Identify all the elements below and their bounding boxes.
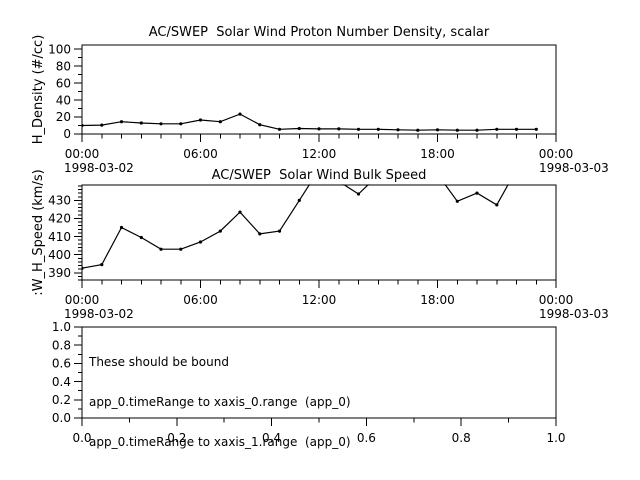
y-tick-label: 100 (48, 42, 71, 56)
binding-annotation: These should be bound app_0.timeRange to… (89, 330, 351, 475)
plot-2-data-line (82, 184, 509, 269)
data-point (455, 199, 459, 203)
x-tick-label: 00:00 (539, 293, 574, 307)
y-tick-label: 0 (63, 127, 71, 141)
data-point (534, 127, 538, 131)
x-tick-label: 00:00 (65, 147, 100, 161)
y-tick-label: 410 (48, 230, 71, 244)
data-point (100, 123, 104, 127)
data-point (416, 128, 420, 132)
data-point (337, 127, 341, 131)
data-point (179, 247, 183, 251)
data-point (356, 127, 361, 131)
data-point (376, 127, 380, 131)
data-point (475, 128, 479, 132)
data-point (258, 232, 262, 236)
data-point (198, 118, 203, 122)
plot-1-area[interactable] (82, 45, 556, 134)
data-point (258, 123, 262, 127)
annotation-line-3: app_0.timeRange to xaxis_1.range (app_0) (89, 434, 351, 449)
x-tick-label: 06:00 (183, 293, 218, 307)
data-point (100, 263, 104, 267)
annotation-line-2: app_0.timeRange to xaxis_0.range (app_0) (89, 395, 351, 410)
x-tick-label: 00:00 (65, 293, 100, 307)
plot-3-area[interactable] (82, 327, 556, 418)
plot-1-title: AC/SWEP Solar Wind Proton Number Density… (148, 25, 490, 40)
plot-2-ylabel: :W_H_Speed (km/s) (31, 169, 46, 295)
y-tick-label: 420 (48, 212, 71, 226)
data-point (82, 266, 84, 270)
x-tick-label: 12:00 (302, 147, 337, 161)
data-point (396, 163, 399, 166)
data-point (159, 247, 163, 251)
plot-1-start-date: 1998-03-02 (64, 161, 134, 175)
data-point (119, 225, 124, 230)
data-point (277, 127, 282, 131)
data-point (297, 198, 301, 202)
x-tick-label: 12:00 (302, 293, 337, 307)
data-point (297, 126, 301, 131)
x-tick-label: 0.2 (167, 431, 186, 445)
data-point (139, 235, 143, 240)
y-tick-label: 40 (56, 93, 71, 107)
plot-2-end-date: 1998-03-03 (539, 307, 609, 321)
data-point (119, 120, 124, 124)
data-point (435, 128, 440, 132)
x-tick-label: 18:00 (420, 147, 455, 161)
data-point (396, 128, 400, 132)
plot-2-title: AC/SWEP Solar Wind Bulk Speed (211, 168, 427, 183)
data-point (218, 229, 222, 233)
y-tick-label: 60 (56, 76, 71, 90)
data-point (356, 192, 361, 196)
annotation-line-1: These should be bound (89, 355, 229, 370)
data-point (475, 191, 479, 195)
data-point (317, 127, 321, 131)
y-tick-label: 390 (48, 266, 71, 280)
x-tick-label: 00:00 (539, 147, 574, 161)
x-tick-label: 0.0 (72, 431, 91, 445)
data-point (198, 240, 203, 244)
plot-1-ylabel: H_Density (#/cc) (31, 35, 46, 145)
plot-1-data-line (82, 113, 537, 131)
data-point (495, 203, 499, 207)
x-tick-label: 0.4 (262, 431, 281, 445)
plot-1-end-date: 1998-03-03 (539, 161, 609, 175)
y-tick-label: 80 (56, 59, 71, 73)
data-point (179, 122, 183, 126)
x-tick-label: 1.0 (546, 431, 565, 445)
data-point (416, 161, 419, 164)
data-point (238, 210, 242, 214)
y-tick-label: 0.2 (52, 393, 71, 407)
data-point (277, 229, 282, 233)
data-point (514, 127, 519, 131)
data-point (159, 122, 163, 126)
data-point (455, 128, 459, 132)
data-point (535, 163, 538, 166)
x-tick-label: 0.6 (357, 431, 376, 445)
data-point (139, 121, 143, 125)
x-tick-label: 06:00 (183, 147, 218, 161)
x-tick-label: 0.8 (452, 431, 471, 445)
y-tick-label: 400 (48, 248, 71, 262)
y-tick-label: 0.6 (52, 357, 71, 371)
plot-2-area[interactable] (82, 185, 556, 280)
y-tick-label: 0.0 (52, 411, 71, 425)
y-tick-label: 430 (48, 194, 71, 208)
plot-2-start-date: 1998-03-02 (64, 307, 134, 321)
data-point (82, 123, 84, 128)
y-tick-label: 1.0 (52, 320, 71, 334)
y-tick-label: 20 (56, 110, 71, 124)
x-tick-label: 18:00 (420, 293, 455, 307)
y-tick-label: 0.4 (52, 375, 71, 389)
data-point (495, 127, 499, 131)
y-tick-label: 0.8 (52, 338, 71, 352)
data-point (238, 112, 242, 116)
data-point (218, 120, 222, 124)
